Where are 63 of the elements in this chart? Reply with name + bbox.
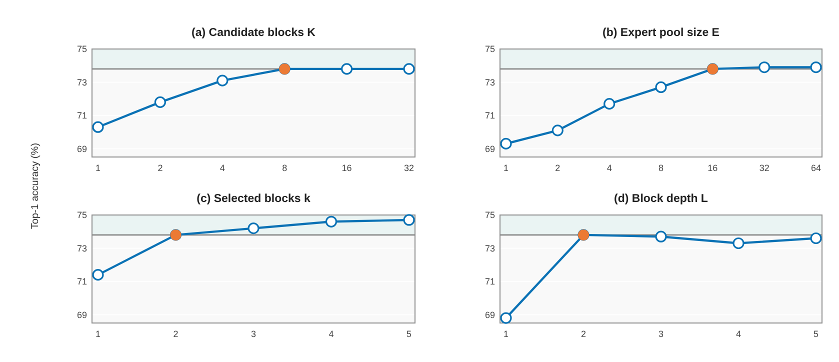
y-tick-label: 75	[76, 44, 87, 54]
point	[216, 74, 228, 86]
point	[92, 269, 104, 281]
point	[655, 81, 667, 94]
y-tick-label: 69	[76, 310, 87, 320]
x-tick-label: 8	[658, 163, 664, 173]
y-tick-label: 75	[484, 210, 495, 220]
y-tick-label: 71	[76, 276, 87, 287]
y-tick-label: 73	[76, 243, 87, 254]
y-tick-label: 75	[76, 210, 87, 220]
x-tick-label: 2	[158, 163, 163, 173]
x-tick-label: 32	[759, 163, 770, 173]
x-tick-label: 3	[658, 329, 664, 339]
y-tick-label: 71	[484, 276, 495, 287]
y-tick-label: 69	[484, 310, 495, 320]
x-tick-label: 5	[406, 329, 412, 339]
x-tick-label: 64	[810, 163, 822, 173]
x-tick-label: 4	[220, 163, 225, 173]
x-tick-label: 1	[95, 329, 101, 339]
x-tick-label: 2	[580, 329, 586, 339]
point	[248, 222, 260, 234]
point	[154, 96, 166, 108]
y-tick-label: 71	[76, 110, 87, 121]
y-tick-label: 69	[76, 144, 87, 154]
chart-title: (d) Block depth L	[614, 193, 708, 205]
point	[92, 121, 104, 133]
point	[758, 61, 770, 74]
point	[325, 216, 338, 228]
x-tick-label: 2	[555, 163, 560, 173]
y-tick-label: 73	[484, 77, 495, 88]
point	[500, 138, 512, 150]
point	[732, 237, 744, 250]
y-tick-label: 73	[484, 243, 495, 254]
x-tick-label: 32	[404, 163, 414, 173]
point	[810, 232, 822, 244]
y-axis-title: Top-1 accuracy (%)	[30, 142, 41, 230]
y-tick-label: 75	[484, 44, 495, 54]
point	[655, 230, 667, 242]
chart-title: (c) Selected blocks k	[196, 193, 311, 205]
y-tick-label: 69	[484, 144, 495, 154]
point	[500, 312, 512, 324]
point	[552, 124, 564, 136]
x-tick-label: 8	[282, 163, 288, 173]
point	[810, 61, 822, 74]
x-tick-label: 2	[173, 329, 178, 339]
x-tick-label: 1	[503, 163, 509, 173]
chart-title: (a) Candidate blocks K	[192, 27, 316, 39]
x-tick-label: 3	[250, 329, 256, 339]
point	[604, 98, 616, 110]
x-tick-label: 5	[813, 329, 819, 339]
x-tick-label: 16	[342, 163, 352, 173]
x-tick-label: 1	[503, 329, 509, 339]
y-tick-label: 71	[484, 110, 495, 121]
x-tick-label: 4	[328, 329, 334, 339]
point	[341, 63, 353, 75]
y-tick-label: 73	[76, 77, 87, 88]
point	[403, 214, 415, 226]
x-tick-label: 4	[736, 329, 742, 339]
chart-title: (b) Expert pool size E	[602, 27, 720, 39]
point	[403, 63, 415, 75]
x-tick-label: 1	[95, 163, 101, 173]
x-tick-label: 4	[606, 163, 612, 173]
x-tick-label: 16	[708, 163, 718, 173]
